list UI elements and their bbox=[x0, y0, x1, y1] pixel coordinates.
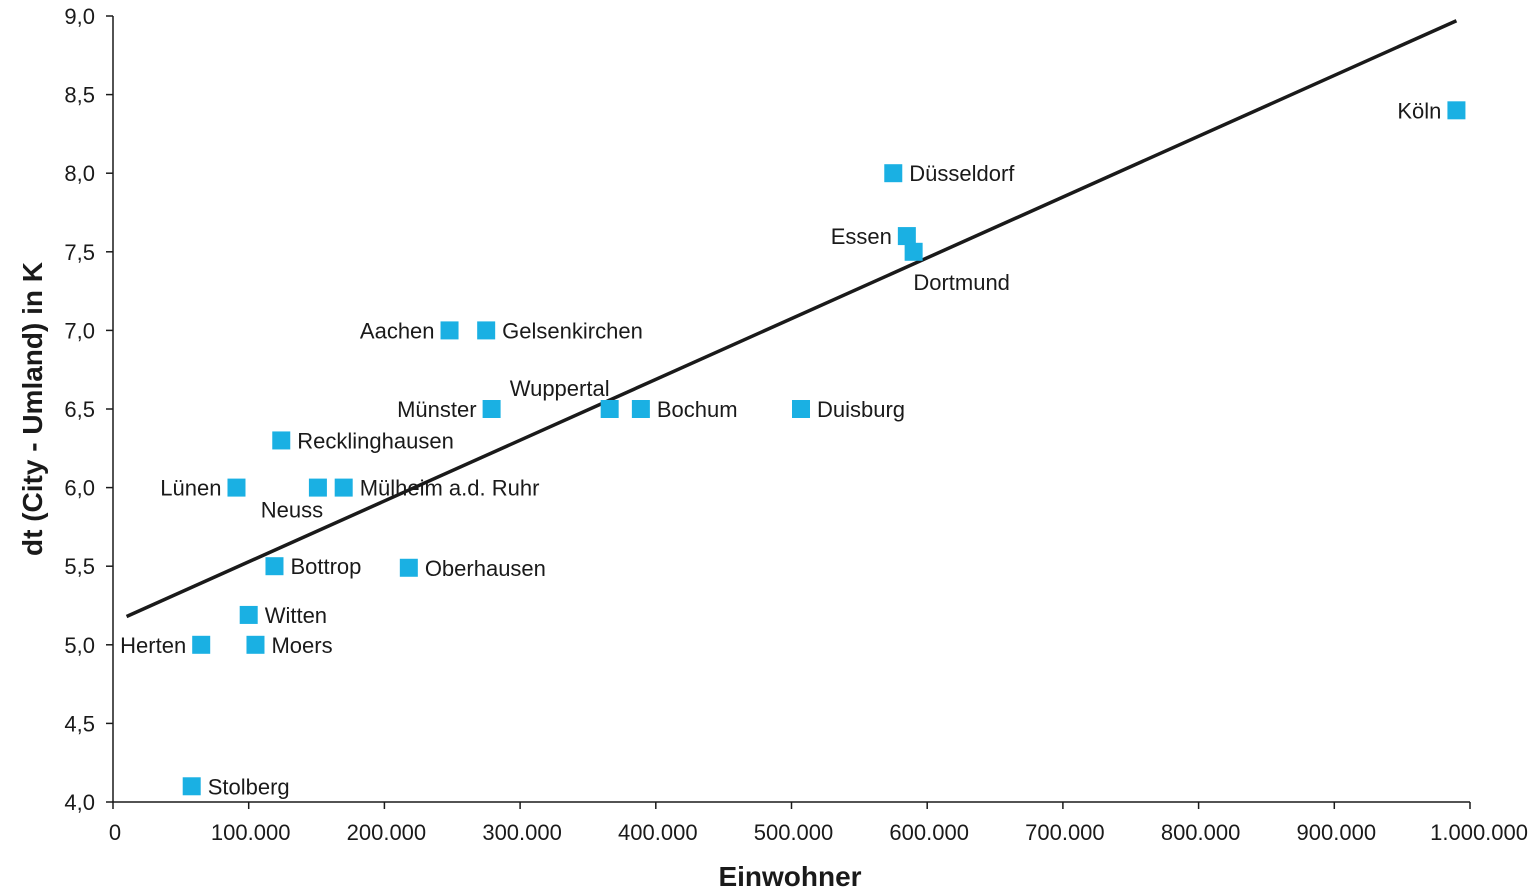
y-axis-title: dt (City - Umland) in K bbox=[17, 262, 48, 556]
data-point bbox=[904, 242, 923, 261]
x-tick-label: 1.000.000 bbox=[1430, 820, 1528, 845]
data-point bbox=[477, 321, 496, 340]
data-point bbox=[897, 227, 916, 246]
x-tick-label: 900.000 bbox=[1297, 820, 1377, 845]
point-label: Münster bbox=[397, 397, 476, 422]
point-label: Dortmund bbox=[913, 270, 1010, 295]
point-label: Neuss bbox=[261, 498, 323, 523]
y-tick-label: 7,0 bbox=[64, 318, 95, 343]
point-label: Essen bbox=[831, 224, 892, 249]
y-tick-label: 8,5 bbox=[64, 83, 95, 108]
data-point bbox=[884, 164, 903, 183]
data-point bbox=[631, 400, 650, 418]
data-point bbox=[791, 400, 810, 418]
y-tick-label: 5,5 bbox=[64, 554, 95, 579]
data-point bbox=[182, 777, 201, 796]
y-ticks: 4,0 4,5 5,0 5,5 6,0 6,5 7,0 7,5 8,0 8,5 9,0 bbox=[64, 4, 113, 815]
y-tick-label: 6,0 bbox=[64, 476, 95, 501]
point-label: Wuppertal bbox=[510, 376, 610, 401]
x-tick-label: 100.000 bbox=[211, 820, 291, 845]
y-tick-label: 5,0 bbox=[64, 633, 95, 658]
data-points bbox=[182, 101, 1466, 796]
y-tick-label: 8,0 bbox=[64, 161, 95, 186]
point-label: Bottrop bbox=[290, 554, 361, 579]
point-label: Lünen bbox=[160, 476, 221, 501]
x-ticks: 0 100.000 200.000 300.000 400.000 500.000 600.… bbox=[109, 802, 1528, 845]
axes bbox=[112, 16, 1470, 803]
point-label: Gelsenkirchen bbox=[502, 318, 643, 343]
point-label: Aachen bbox=[360, 318, 435, 343]
data-point bbox=[1447, 101, 1466, 120]
point-label: Düsseldorf bbox=[909, 161, 1015, 186]
y-tick-label: 9,0 bbox=[64, 4, 95, 29]
point-label: Bochum bbox=[657, 397, 738, 422]
trendline bbox=[125, 19, 1458, 619]
data-point bbox=[482, 400, 501, 418]
point-label: Herten bbox=[120, 633, 186, 658]
data-point bbox=[272, 431, 291, 450]
point-label: Oberhausen bbox=[425, 556, 546, 581]
x-tick-label: 0 bbox=[109, 820, 121, 845]
data-point bbox=[600, 400, 619, 418]
x-axis-title: Einwohner bbox=[718, 861, 861, 892]
y-tick-label: 7,5 bbox=[64, 240, 95, 265]
data-point bbox=[308, 478, 327, 497]
x-tick-label: 700.000 bbox=[1025, 820, 1105, 845]
point-label: Mülheim a.d. Ruhr bbox=[360, 476, 540, 501]
point-labels: Köln Düsseldorf Essen Dortmund Aachen Gelsenk… bbox=[120, 98, 1441, 799]
data-point bbox=[192, 635, 211, 654]
x-tick-label: 400.000 bbox=[618, 820, 698, 845]
point-label: Recklinghausen bbox=[297, 428, 454, 453]
data-point bbox=[246, 635, 265, 654]
x-tick-label: 600.000 bbox=[889, 820, 969, 845]
point-label: Köln bbox=[1397, 98, 1441, 123]
trendline-group bbox=[125, 19, 1458, 619]
y-tick-label: 6,5 bbox=[64, 397, 95, 422]
data-point bbox=[227, 478, 246, 497]
point-label: Witten bbox=[265, 603, 327, 628]
point-label: Moers bbox=[271, 633, 332, 658]
data-point bbox=[334, 478, 353, 497]
point-label: Duisburg bbox=[817, 397, 905, 422]
data-point bbox=[265, 557, 284, 576]
x-tick-label: 200.000 bbox=[347, 820, 427, 845]
data-point bbox=[440, 321, 459, 340]
point-label: Stolberg bbox=[208, 774, 290, 799]
x-tick-label: 500.000 bbox=[754, 820, 834, 845]
y-tick-label: 4,5 bbox=[64, 711, 95, 736]
x-tick-label: 800.000 bbox=[1161, 820, 1241, 845]
data-point bbox=[239, 605, 258, 624]
y-tick-label: 4,0 bbox=[64, 790, 95, 815]
data-point bbox=[399, 558, 418, 577]
x-tick-label: 300.000 bbox=[482, 820, 562, 845]
